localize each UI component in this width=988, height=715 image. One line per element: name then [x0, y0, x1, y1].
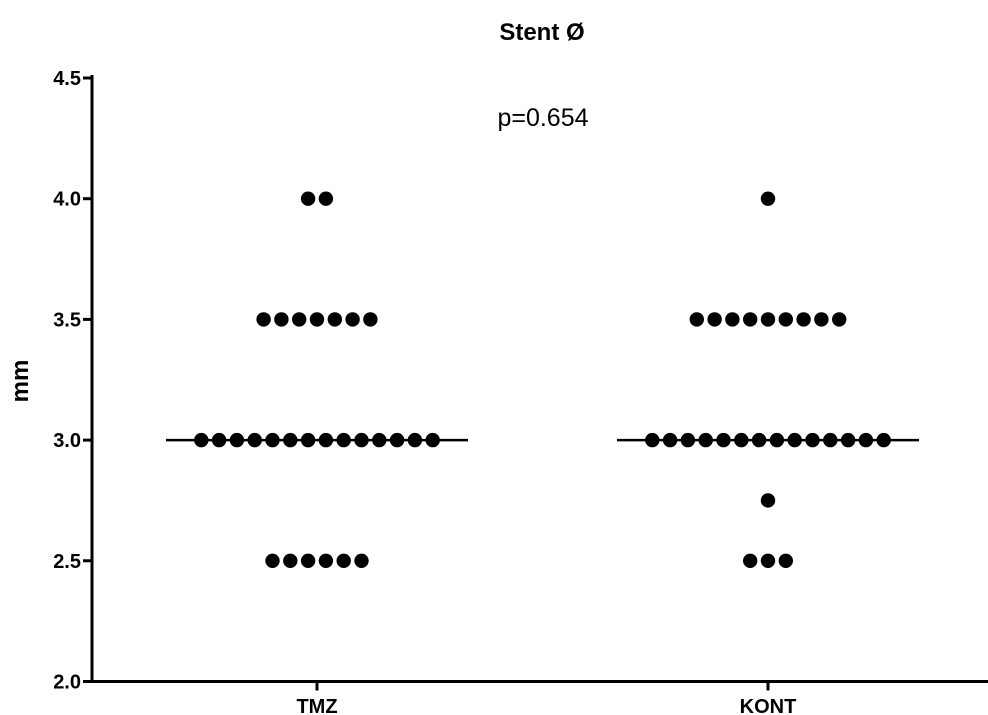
data-point: [760, 493, 776, 508]
data-point: [283, 553, 298, 568]
p-value-annotation: p=0.654: [497, 104, 588, 132]
data-point: [256, 312, 271, 327]
data-point: [680, 432, 696, 448]
data-point: [840, 432, 856, 448]
data-point: [814, 312, 829, 327]
y-tick-label: 2.0: [53, 672, 81, 694]
data-point: [283, 432, 298, 448]
y-tick-label: 3.0: [53, 430, 81, 452]
data-point: [734, 432, 749, 448]
data-point: [832, 312, 847, 327]
data-point: [805, 432, 820, 448]
data-point: [689, 312, 704, 327]
data-point: [318, 432, 334, 448]
y-tick-label: 4.5: [53, 68, 81, 90]
data-point: [247, 432, 262, 448]
data-point: [327, 312, 342, 327]
y-tick-label: 4.0: [53, 189, 81, 211]
data-point: [336, 432, 351, 448]
y-tick-label: 3.5: [53, 309, 81, 331]
data-point: [265, 432, 280, 448]
data-point: [662, 432, 678, 448]
data-point: [389, 432, 405, 448]
data-point: [751, 432, 767, 448]
data-point: [743, 312, 758, 327]
data-point: [372, 432, 387, 448]
data-point: [645, 432, 660, 448]
data-point: [796, 312, 811, 327]
x-tick-label: KONT: [740, 696, 797, 715]
y-ticks: 2.0 2.5 3.0 3.5 4.0 4.5: [53, 68, 92, 694]
data-point: [336, 553, 351, 568]
data-point: [858, 432, 874, 448]
data-point: [760, 312, 776, 327]
data-point: [743, 553, 758, 568]
data-point: [760, 553, 776, 568]
x-tick-label: TMZ: [296, 696, 337, 715]
data-point: [876, 432, 891, 448]
chart-title: Stent Ø: [499, 19, 584, 46]
data-point: [787, 432, 802, 448]
data-point: [318, 553, 334, 568]
data-point: [300, 553, 316, 568]
data-point: [354, 553, 369, 568]
data-points: [194, 191, 891, 568]
data-point: [707, 312, 722, 327]
data-point: [769, 432, 785, 448]
data-point: [363, 312, 378, 327]
y-axis-label: mm: [7, 360, 34, 403]
data-point: [778, 312, 793, 327]
data-point: [292, 312, 307, 327]
data-point: [778, 553, 793, 568]
data-point: [823, 432, 838, 448]
data-point: [716, 432, 731, 448]
data-point: [318, 191, 334, 206]
data-point: [194, 432, 209, 448]
y-tick-label: 2.5: [53, 551, 81, 573]
data-point: [698, 432, 713, 448]
data-point: [354, 432, 369, 448]
data-point: [274, 312, 289, 327]
data-point: [760, 191, 776, 206]
data-point: [345, 312, 360, 327]
data-point: [300, 432, 316, 448]
x-ticks: TMZ KONT: [296, 681, 797, 715]
data-point: [211, 432, 227, 448]
data-point: [300, 191, 316, 206]
data-point: [425, 432, 440, 448]
data-point: [265, 553, 280, 568]
data-point: [229, 432, 245, 448]
data-point: [309, 312, 325, 327]
data-point: [725, 312, 740, 327]
data-point: [407, 432, 423, 448]
